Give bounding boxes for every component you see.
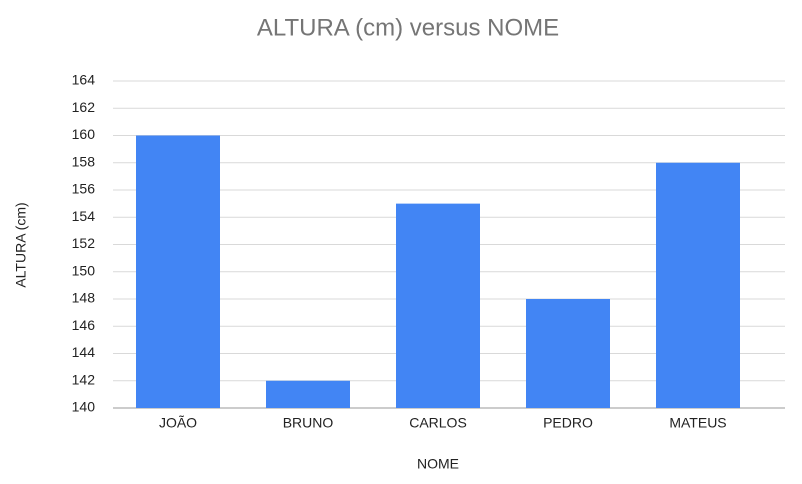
x-tick-label: JOÃO: [159, 415, 197, 431]
bar: [396, 203, 480, 408]
y-tick-label: 158: [72, 153, 96, 169]
y-tick-label: 148: [72, 290, 96, 306]
y-tick-label: 152: [72, 235, 96, 251]
bar: [266, 380, 350, 408]
x-tick-label: PEDRO: [543, 415, 593, 431]
y-tick-label: 160: [72, 126, 96, 142]
bar: [656, 162, 740, 408]
y-tick-label: 150: [72, 262, 96, 278]
x-axis-title: NOME: [417, 456, 459, 472]
y-tick-label: 162: [72, 99, 96, 115]
y-axis-title: ALTURA (cm): [13, 202, 29, 287]
x-tick-label: CARLOS: [409, 415, 467, 431]
y-tick-label: 146: [72, 317, 96, 333]
x-tick-label: MATEUS: [669, 415, 726, 431]
y-tick-label: 164: [72, 72, 96, 88]
y-tick-label: 140: [72, 399, 96, 415]
chart-title: ALTURA (cm) versus NOME: [257, 14, 559, 41]
y-tick-label: 154: [72, 208, 96, 224]
y-tick-label: 156: [72, 181, 96, 197]
y-tick-label: 142: [72, 371, 96, 387]
bar: [526, 299, 610, 408]
y-tick-label: 144: [72, 344, 96, 360]
x-tick-label: BRUNO: [283, 415, 334, 431]
bar: [136, 135, 220, 408]
